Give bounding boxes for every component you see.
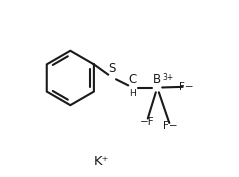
Text: 3+: 3+: [163, 73, 174, 82]
Text: S: S: [108, 62, 115, 75]
Text: F−: F−: [163, 121, 178, 131]
Text: −F: −F: [139, 117, 154, 127]
Text: B: B: [153, 73, 161, 85]
Text: C: C: [129, 73, 137, 85]
Text: F−: F−: [179, 82, 194, 92]
Text: H: H: [129, 89, 136, 98]
Text: K⁺: K⁺: [94, 155, 110, 168]
